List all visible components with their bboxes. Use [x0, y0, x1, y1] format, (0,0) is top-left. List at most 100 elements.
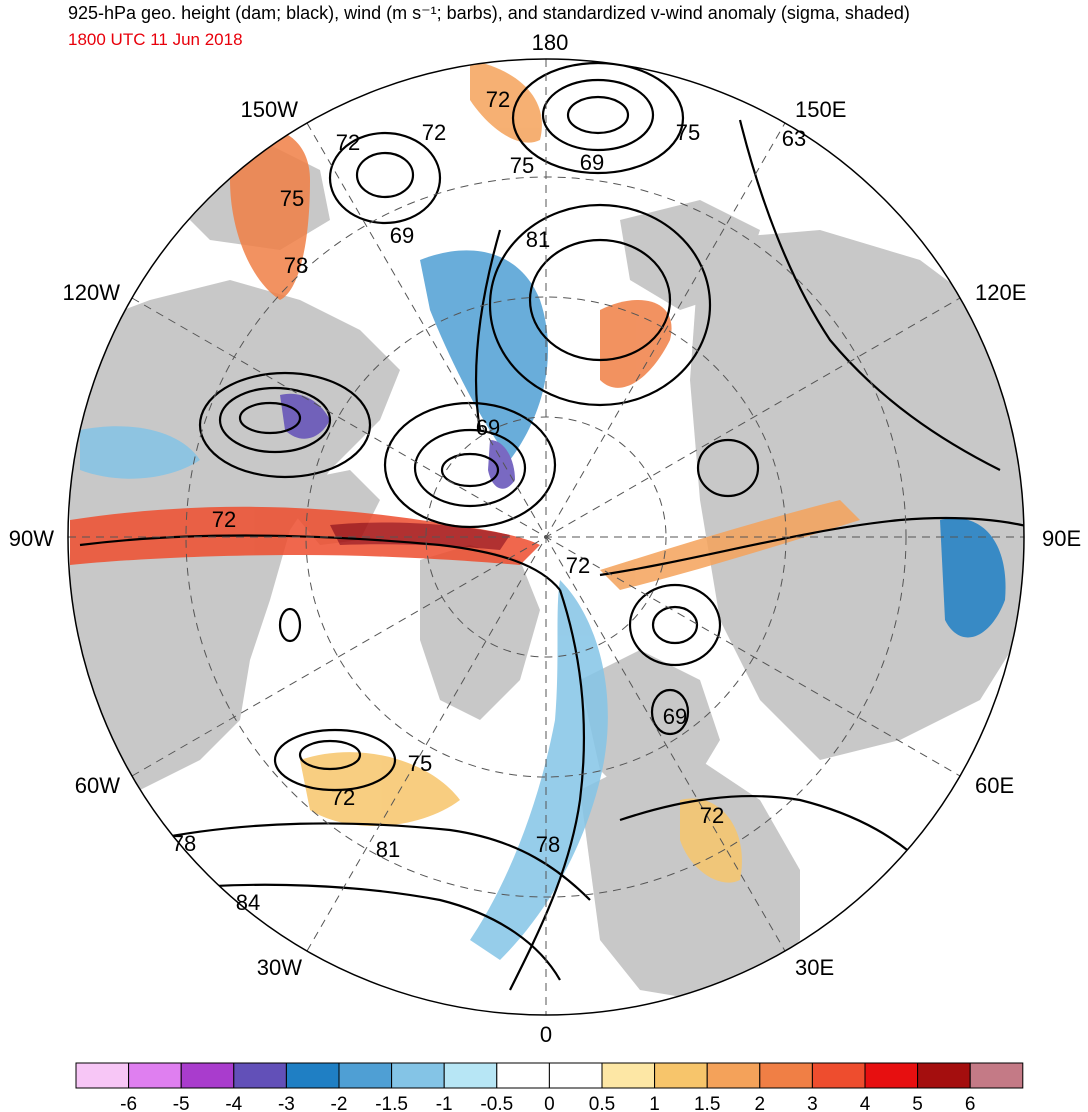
colorbar-swatch: [391, 1062, 445, 1089]
contour-label: 81: [526, 227, 550, 252]
land-greenland: [420, 545, 540, 720]
colorbar-tick-label: -3: [278, 1094, 295, 1112]
lon-label-60w: 60W: [75, 773, 120, 798]
low-center-1-ring: [541, 78, 655, 152]
negative-anomaly-west: [80, 426, 200, 479]
lon-label-150w: 150W: [241, 97, 299, 122]
lon-label-120e: 120E: [975, 280, 1026, 305]
positive-anomaly-atlantic: [300, 752, 460, 827]
contour-label: 72: [700, 803, 724, 828]
colorbar-swatch: [601, 1062, 656, 1089]
contour-label: 69: [663, 704, 687, 729]
colorbar-tick-label: 1.5: [694, 1094, 720, 1112]
low-center-6-ring: [273, 728, 397, 792]
colorbar-swatch: [811, 1062, 866, 1089]
lon-label-60e: 60E: [975, 773, 1014, 798]
colorbar-swatches: [75, 1062, 1024, 1089]
colorbar-tick-label: 2: [755, 1094, 766, 1112]
colorbar-labels: -6 -5 -4 -3 -2 -1.5 -1 -0.5 0 0.5 1 1.5 2 3 4 5 6: [120, 1094, 975, 1112]
contour-label: 72: [566, 553, 590, 578]
contour-label: 63: [782, 126, 806, 151]
lon-label-90w: 90W: [9, 526, 54, 551]
contour-wave-5: [159, 883, 561, 981]
colorbar-swatch: [233, 1062, 287, 1089]
contour-wave-7: [738, 119, 1001, 471]
contour-label: 75: [408, 751, 432, 776]
contour-label: 78: [284, 253, 308, 278]
high-center-1: [528, 238, 672, 362]
low-center-2-ring: [328, 131, 442, 225]
land-scandinavia: [580, 650, 720, 810]
positive-anomaly-northwest: [230, 127, 310, 300]
colorbar-swatch: [548, 1062, 603, 1089]
low-center-1: [566, 95, 630, 135]
lon-label-0: 0: [540, 1022, 552, 1047]
colorbar-tick-label: -2: [331, 1094, 348, 1112]
colorbar-swatch: [496, 1062, 550, 1089]
colorbar-tick-label: 1: [649, 1094, 660, 1112]
contour-wave-4: [149, 822, 591, 901]
colorbar-tick-label: 0: [544, 1094, 555, 1112]
contour-label: 78: [172, 831, 196, 856]
colorbar-swatch: [75, 1062, 130, 1089]
colorbar-tick-label: 5: [912, 1094, 923, 1112]
lon-label-90e: 90E: [1042, 526, 1081, 551]
longitude-labels: 180 150E 120E 90E 60E 30E 0 30W 60W 90W …: [9, 30, 1081, 1047]
positive-anomaly-east-band: [600, 500, 860, 590]
graticule: [68, 59, 1024, 1015]
low-center-3: [238, 401, 302, 435]
colorbar-tick-label: -1: [436, 1094, 453, 1112]
colorbar-tick-label: -4: [225, 1094, 242, 1112]
land-europe: [580, 760, 800, 1000]
colorbar-swatch: [180, 1062, 235, 1089]
contour-label: 69: [390, 223, 414, 248]
high-center-1-ring: [488, 203, 712, 407]
map-boundary: [67, 58, 1025, 1016]
contour-label: 84: [236, 890, 260, 915]
contour-label: 75: [676, 120, 700, 145]
negative-anomaly-center: [420, 250, 549, 460]
colorbar-swatch: [759, 1062, 813, 1089]
low-center-1-ring2: [511, 61, 685, 175]
contour-label: 78: [536, 832, 560, 857]
low-center-4-ring2: [383, 401, 557, 529]
low-center-7: [650, 688, 690, 736]
contour-label: 72: [212, 507, 236, 532]
colorbar-swatch: [128, 1062, 182, 1089]
lon-label-30e: 30E: [795, 955, 834, 980]
colorbar-swatch: [706, 1062, 761, 1089]
contour-label: 72: [486, 87, 510, 112]
colorbar: -6 -5 -4 -3 -2 -1.5 -1 -0.5 0 0.5 1 1.5 2 3 4 5 6: [75, 1062, 1024, 1112]
contour-label: 69: [476, 415, 500, 440]
colorbar-swatch: [654, 1062, 708, 1089]
colorbar-swatch: [338, 1062, 393, 1089]
colorbar-tick-label: 6: [965, 1094, 976, 1112]
low-center-2: [355, 151, 415, 199]
contour-label: 81: [376, 837, 400, 862]
low-center-5: [651, 605, 699, 645]
colorbar-tick-label: -0.5: [480, 1094, 513, 1112]
contour-label: 72: [336, 130, 360, 155]
negative-anomaly-far-east: [940, 518, 1006, 638]
height-contours: [79, 61, 1024, 991]
colorbar-tick-label: 4: [860, 1094, 871, 1112]
contour-value-labels: 72 72 72 75 69 75 69 63 81 69 72 72 75 7…: [172, 87, 806, 915]
low-center-3-ring2: [198, 371, 372, 479]
map-title: 925-hPa geo. height (dam; black), wind (…: [68, 3, 910, 23]
meridian-150: [306, 122, 786, 952]
negative-anomaly-south: [470, 580, 608, 960]
contour-label: 69: [580, 150, 604, 175]
colorbar-tick-label: -6: [120, 1094, 137, 1112]
low-center-4: [440, 452, 500, 488]
positive-anomaly-northeast: [600, 300, 672, 388]
colorbar-swatch: [864, 1062, 919, 1089]
colorbar-swatch: [443, 1062, 498, 1089]
colorbar-swatch: [969, 1062, 1024, 1089]
colorbar-swatch: [285, 1062, 340, 1089]
valid-time: 1800 UTC 11 Jun 2018: [68, 30, 243, 49]
low-center-3-ring: [218, 386, 332, 454]
colorbar-tick-label: -5: [173, 1094, 190, 1112]
positive-anomaly-north: [470, 60, 542, 143]
contour-wave-3: [599, 516, 1024, 577]
